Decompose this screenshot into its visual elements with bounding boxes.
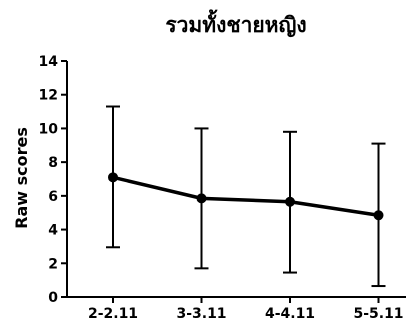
- x-tick-label: 3-3.11: [176, 306, 226, 322]
- y-tick-label: 8: [48, 155, 58, 171]
- y-tick-label: 2: [48, 256, 58, 272]
- series-line-layer: [112, 175, 379, 217]
- data-point: [285, 196, 295, 207]
- x-tick-labels: 2-2.11 3-3.11 4-4.11 5-5.11: [88, 306, 404, 322]
- data-point: [373, 210, 384, 221]
- y-tick-label: 4: [48, 223, 58, 239]
- x-tick-label: 4-4.11: [265, 306, 315, 322]
- data-points: [108, 172, 384, 221]
- axes: [61, 60, 406, 303]
- y-tick-label: 6: [48, 189, 58, 205]
- chart-title: รวมทั้งชายหญิง: [165, 9, 306, 38]
- data-point: [108, 172, 118, 183]
- y-tick-label: 10: [39, 121, 59, 137]
- y-tick-label: 0: [48, 290, 58, 306]
- error-bars: [106, 105, 386, 288]
- x-tick-label: 2-2.11: [88, 306, 138, 322]
- x-tick-label: 5-5.11: [353, 306, 403, 322]
- y-tick-label: 12: [39, 88, 58, 104]
- y-tick-label: 14: [39, 54, 59, 70]
- y-axis-label: Raw scores: [12, 127, 31, 229]
- series-line: [112, 175, 379, 217]
- data-point: [196, 193, 207, 204]
- y-tick-labels: 0 2 4 6 8 10 12 14: [39, 54, 59, 306]
